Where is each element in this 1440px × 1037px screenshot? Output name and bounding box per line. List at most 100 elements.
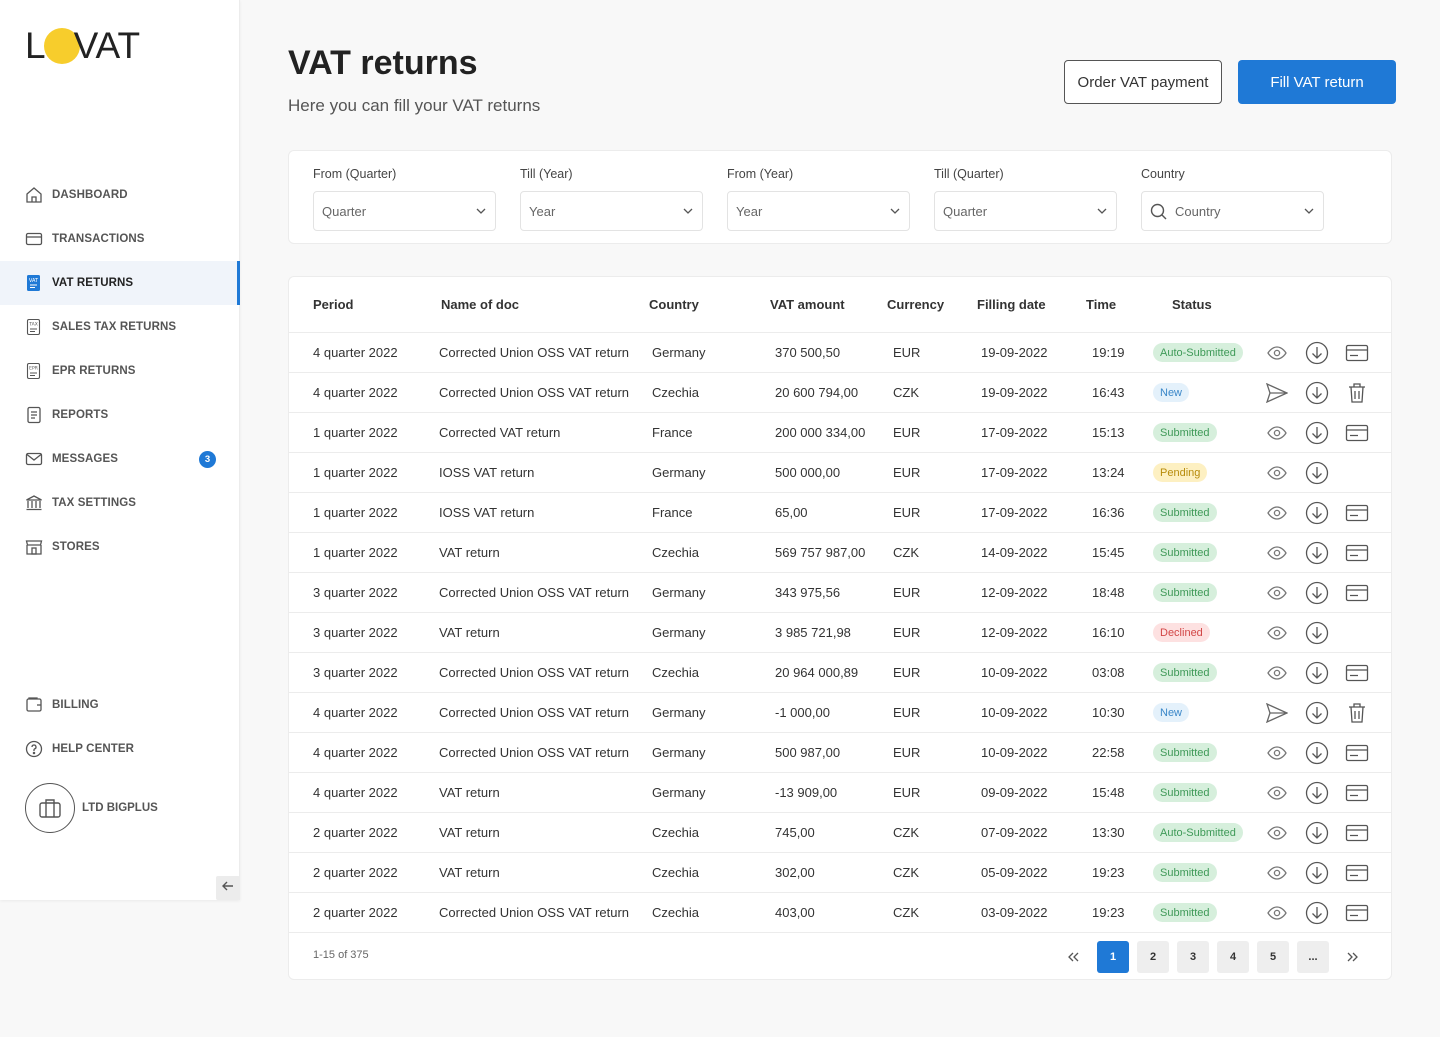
sidebar-item-sales-tax-returns[interactable]: TAX SALES TAX RETURNS <box>0 305 240 349</box>
table-row[interactable]: 2 quarter 2022 VAT return Czechia 302,00 CZK… <box>289 853 1391 893</box>
column-header-time[interactable]: Time <box>1086 297 1117 312</box>
view-button[interactable] <box>1265 741 1289 765</box>
view-button[interactable] <box>1265 341 1289 365</box>
pagination-ellipsis[interactable]: ... <box>1297 941 1329 973</box>
table-row[interactable]: 2 quarter 2022 Corrected Union OSS VAT re… <box>289 893 1391 933</box>
order-vat-payment-button[interactable]: Order VAT payment <box>1064 60 1222 104</box>
sidebar-item-epr-returns[interactable]: EPR EPR RETURNS <box>0 349 240 393</box>
sidebar-item-help-center[interactable]: HELP CENTER <box>0 727 240 771</box>
column-header-vat-amount[interactable]: VAT amount <box>770 297 845 312</box>
table-row[interactable]: 1 quarter 2022 Corrected VAT return France… <box>289 413 1391 453</box>
sidebar-item-transactions[interactable]: TRANSACTIONS <box>0 217 240 261</box>
column-header-period[interactable]: Period <box>313 297 354 312</box>
column-header-country[interactable]: Country <box>649 297 699 312</box>
download-button[interactable] <box>1305 781 1329 805</box>
pay-button[interactable] <box>1345 581 1369 605</box>
company-switcher[interactable]: LTD BIGPLUS <box>25 783 158 833</box>
collapse-sidebar-button[interactable] <box>216 876 240 900</box>
download-button[interactable] <box>1305 341 1329 365</box>
pay-button[interactable] <box>1345 861 1369 885</box>
view-button[interactable] <box>1265 581 1289 605</box>
page-button-3[interactable]: 3 <box>1177 941 1209 973</box>
send-button[interactable] <box>1265 701 1289 725</box>
column-header-status[interactable]: Status <box>1172 297 1212 312</box>
download-button[interactable] <box>1305 701 1329 725</box>
table-row[interactable]: 4 quarter 2022 Corrected Union OSS VAT re… <box>289 333 1391 373</box>
column-header-name-of-doc[interactable]: Name of doc <box>441 297 520 312</box>
column-header-currency[interactable]: Currency <box>887 297 945 312</box>
table-row[interactable]: 4 quarter 2022 Corrected Union OSS VAT re… <box>289 733 1391 773</box>
view-button[interactable] <box>1265 421 1289 445</box>
view-button[interactable] <box>1265 901 1289 925</box>
download-button[interactable] <box>1305 541 1329 565</box>
view-button[interactable] <box>1265 661 1289 685</box>
table-row[interactable]: 4 quarter 2022 Corrected Union OSS VAT re… <box>289 373 1391 413</box>
pay-button[interactable] <box>1345 821 1369 845</box>
download-button[interactable] <box>1305 621 1329 645</box>
last-page-button[interactable] <box>1337 941 1369 973</box>
filter-select[interactable]: Quarter <box>934 191 1117 231</box>
table-row[interactable]: 1 quarter 2022 IOSS VAT return France 65,00… <box>289 493 1391 533</box>
page-button-4[interactable]: 4 <box>1217 941 1249 973</box>
table-row[interactable]: 1 quarter 2022 IOSS VAT return Germany 500 … <box>289 453 1391 493</box>
pay-button[interactable] <box>1345 901 1369 925</box>
table-row[interactable]: 4 quarter 2022 Corrected Union OSS VAT re… <box>289 693 1391 733</box>
sidebar-item-tax-settings[interactable]: TAX SETTINGS <box>0 481 240 525</box>
download-button[interactable] <box>1305 421 1329 445</box>
view-button[interactable] <box>1265 781 1289 805</box>
view-button[interactable] <box>1265 501 1289 525</box>
download-button[interactable] <box>1305 661 1329 685</box>
cell-currency: EUR <box>893 625 921 640</box>
download-button[interactable] <box>1305 461 1329 485</box>
view-button[interactable] <box>1265 541 1289 565</box>
sidebar-item-billing[interactable]: BILLING <box>0 683 240 727</box>
page-button-5[interactable]: 5 <box>1257 941 1289 973</box>
page-button-1[interactable]: 1 <box>1097 941 1129 973</box>
delete-button[interactable] <box>1345 381 1369 405</box>
pay-button[interactable] <box>1345 421 1369 445</box>
cell-time: 19:19 <box>1092 345 1125 360</box>
first-page-button[interactable] <box>1057 941 1089 973</box>
sidebar-item-label: TRANSACTIONS <box>52 233 145 245</box>
table-row[interactable]: 4 quarter 2022 VAT return Germany -13 909,0… <box>289 773 1391 813</box>
store-icon <box>24 537 44 557</box>
download-button[interactable] <box>1305 901 1329 925</box>
filter-select[interactable]: Quarter <box>313 191 496 231</box>
view-button[interactable] <box>1265 821 1289 845</box>
view-button[interactable] <box>1265 461 1289 485</box>
sidebar-item-dashboard[interactable]: DASHBOARD <box>0 173 240 217</box>
view-button[interactable] <box>1265 621 1289 645</box>
table-row[interactable]: 3 quarter 2022 Corrected Union OSS VAT re… <box>289 653 1391 693</box>
table-row[interactable]: 3 quarter 2022 Corrected Union OSS VAT re… <box>289 573 1391 613</box>
download-button[interactable] <box>1305 501 1329 525</box>
pay-button[interactable] <box>1345 501 1369 525</box>
column-header-filling-date[interactable]: Filling date <box>977 297 1046 312</box>
pay-button[interactable] <box>1345 541 1369 565</box>
filter-select[interactable]: Year <box>727 191 910 231</box>
download-button[interactable] <box>1305 581 1329 605</box>
cell-currency: EUR <box>893 465 921 480</box>
pay-button[interactable] <box>1345 741 1369 765</box>
fill-vat-return-button[interactable]: Fill VAT return <box>1238 60 1396 104</box>
pay-button[interactable] <box>1345 781 1369 805</box>
filter-select[interactable]: Country <box>1141 191 1324 231</box>
pay-button[interactable] <box>1345 661 1369 685</box>
sidebar-item-stores[interactable]: STORES <box>0 525 240 569</box>
download-button[interactable] <box>1305 741 1329 765</box>
logo[interactable]: L VAT <box>25 27 140 64</box>
view-button[interactable] <box>1265 861 1289 885</box>
send-button[interactable] <box>1265 381 1289 405</box>
table-row[interactable]: 2 quarter 2022 VAT return Czechia 745,00 CZK… <box>289 813 1391 853</box>
sidebar-item-vat-returns[interactable]: VAT VAT RETURNS <box>0 261 240 305</box>
page-button-2[interactable]: 2 <box>1137 941 1169 973</box>
download-button[interactable] <box>1305 861 1329 885</box>
table-row[interactable]: 3 quarter 2022 VAT return Germany 3 985 721… <box>289 613 1391 653</box>
delete-button[interactable] <box>1345 701 1369 725</box>
download-button[interactable] <box>1305 381 1329 405</box>
sidebar-item-messages[interactable]: MESSAGES 3 <box>0 437 240 481</box>
filter-select[interactable]: Year <box>520 191 703 231</box>
table-row[interactable]: 1 quarter 2022 VAT return Czechia 569 757 9… <box>289 533 1391 573</box>
sidebar-item-reports[interactable]: REPORTS <box>0 393 240 437</box>
pay-button[interactable] <box>1345 341 1369 365</box>
download-button[interactable] <box>1305 821 1329 845</box>
